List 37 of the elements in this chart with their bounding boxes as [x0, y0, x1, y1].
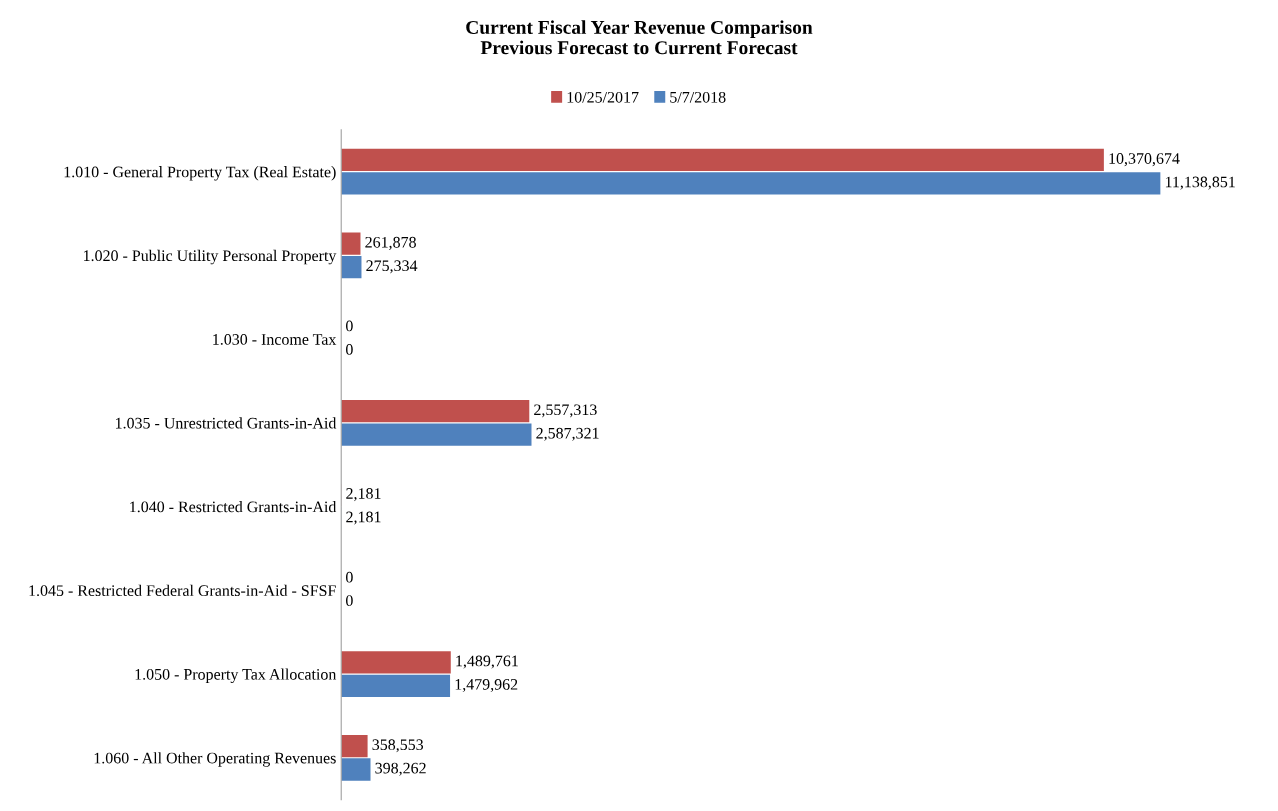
data-label: 0 [346, 595, 353, 607]
legend-label: 10/25/2017 [567, 91, 639, 103]
bar [341, 758, 371, 781]
data-label: 261,878 [365, 236, 416, 250]
y-tick-label: 1.030 - Income Tax [213, 334, 337, 345]
bar [341, 232, 361, 255]
chart-title: Current Fiscal Year Revenue Comparison Previous Forecast to Current Forecast [466, 20, 813, 55]
data-label: 1,479,962 [455, 679, 518, 693]
legend-label: 5/7/2018 [670, 91, 726, 103]
data-label: 10,370,674 [1109, 153, 1180, 167]
y-tick-label: 1.045 - Restricted Federal Grants-in-Aid - SFSF [29, 584, 336, 597]
data-label: 1,489,761 [456, 655, 518, 669]
bar [341, 172, 1161, 195]
bar [341, 255, 362, 279]
y-tick-label: 1.060 - All Other Operating Revenues [94, 752, 336, 767]
data-label: 0 [346, 344, 353, 355]
data-label: 358,553 [372, 739, 424, 753]
data-label: 2,557,313 [534, 404, 597, 418]
bar [341, 148, 1104, 172]
data-label: 275,334 [366, 260, 418, 274]
data-label: 11,138,851 [1165, 176, 1235, 190]
bar [341, 399, 530, 423]
data-label: 2,181 [346, 511, 381, 525]
data-label: 0 [346, 320, 353, 332]
y-tick-label: 1.020 - Public Utility Personal Property [84, 249, 337, 265]
bar [341, 674, 451, 697]
y-tick-label: 1.010 - General Property Tax (Real Estate) [64, 166, 336, 181]
y-tick-label: 1.050 - Property Tax Allocation [135, 668, 337, 684]
bar [341, 651, 451, 674]
data-label: 2,181 [346, 488, 381, 502]
bar [341, 734, 368, 758]
y-tick-label: 1.035 - Unrestricted Grants-in-Aid [115, 417, 337, 429]
data-label: 2,587,321 [536, 427, 599, 441]
y-tick-label: 1.040 - Restricted Grants-in-Aid [130, 501, 337, 513]
data-label: 0 [346, 571, 353, 583]
data-label: 398,262 [375, 762, 426, 776]
bar [341, 423, 532, 446]
